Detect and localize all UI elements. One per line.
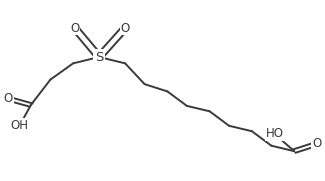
Text: O: O xyxy=(121,22,130,35)
Text: O: O xyxy=(312,137,321,150)
Text: HO: HO xyxy=(266,127,284,140)
Text: OH: OH xyxy=(10,119,29,132)
Text: S: S xyxy=(95,50,103,64)
Text: O: O xyxy=(4,92,13,105)
Text: O: O xyxy=(70,22,79,35)
